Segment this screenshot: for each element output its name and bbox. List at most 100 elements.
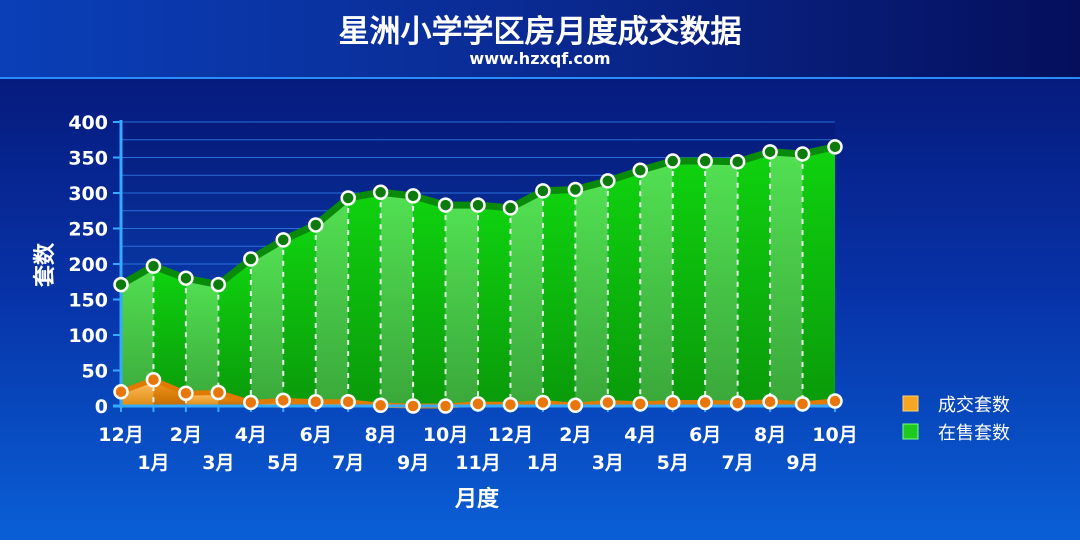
deals-marker	[600, 394, 616, 411]
listings-area-segment	[802, 146, 835, 406]
x-tick-label: 9月	[397, 452, 429, 474]
deals-area-segment	[185, 392, 219, 406]
x-tick-label: 1月	[527, 452, 559, 474]
x-tick-label: 6月	[689, 424, 721, 446]
y-tick-label: 0	[95, 396, 108, 418]
listings-marker	[762, 144, 778, 160]
y-tick-label: 350	[68, 148, 108, 170]
listings-area-segment	[542, 189, 576, 406]
x-tick-label: 2月	[559, 424, 591, 446]
deals-marker	[405, 398, 421, 414]
deals-marker	[827, 393, 843, 409]
listings-marker	[113, 276, 129, 293]
x-tick-label: 7月	[722, 452, 754, 474]
listings-marker	[632, 162, 649, 179]
x-tick-label: 12月	[98, 424, 143, 446]
deals-marker	[210, 384, 227, 401]
deals-marker	[243, 394, 259, 411]
listings-marker	[243, 251, 259, 267]
area-layer	[119, 143, 836, 409]
chart-title: 星洲小学学区房月度成交数据	[339, 14, 742, 50]
listings-area-segment	[770, 151, 803, 406]
x-tick-label: 4月	[624, 424, 656, 446]
y-tick-label: 150	[68, 290, 108, 312]
listings-area-segment	[218, 259, 251, 406]
listings-area-segment	[348, 192, 381, 406]
listings-marker	[372, 184, 389, 201]
listings-marker	[307, 217, 324, 233]
deals-marker	[340, 393, 356, 410]
listings-marker	[827, 139, 843, 155]
listings-marker	[664, 153, 681, 169]
listings-area-segment	[283, 224, 316, 406]
deals-marker	[502, 396, 519, 413]
x-tick-label: 3月	[202, 452, 234, 474]
listings-marker	[275, 232, 292, 248]
deals-marker	[567, 397, 584, 414]
deals-marker	[178, 385, 194, 401]
listings-area-segment	[185, 278, 219, 406]
deals-marker	[729, 395, 746, 411]
listings-marker	[437, 197, 454, 213]
y-tick-label: 50	[82, 361, 108, 383]
deals-marker	[535, 394, 551, 411]
listings-area-segment	[380, 192, 414, 406]
x-tick-label: 1月	[137, 452, 169, 474]
listings-marker	[405, 188, 421, 204]
x-tick-label: 7月	[332, 452, 364, 474]
y-axis-title: 套数	[32, 242, 58, 287]
deals-area-segment	[153, 379, 186, 406]
listings-area-segment	[413, 195, 446, 406]
listings-area-segment	[705, 161, 738, 406]
listings-marker	[794, 146, 811, 162]
x-tick-label: 3月	[592, 452, 624, 474]
listings-marker	[178, 270, 194, 286]
y-tick-label: 400	[68, 112, 108, 134]
label-layer: 05010015020025030035040012月1月2月3月4月5月6月7…	[68, 112, 857, 474]
deals-marker	[113, 384, 129, 400]
legend-swatch-listings	[902, 423, 919, 440]
y-tick-label: 100	[68, 325, 108, 347]
deals-marker	[437, 398, 454, 414]
listings-marker	[502, 200, 519, 216]
deals-marker	[275, 392, 292, 409]
deals-marker	[762, 393, 778, 410]
listings-area-segment	[153, 266, 186, 406]
listings-marker	[697, 153, 713, 169]
x-tick-label: 10月	[423, 424, 468, 446]
listings-area-segment	[607, 170, 641, 406]
listings-marker	[210, 276, 227, 293]
x-tick-label: 5月	[267, 452, 299, 474]
listings-area-segment	[672, 161, 706, 406]
deals-marker	[664, 394, 681, 411]
listings-area-segment	[478, 205, 511, 406]
listings-marker	[567, 181, 584, 198]
x-tick-label: 9月	[786, 452, 818, 474]
legend-swatch-deals	[902, 395, 919, 412]
listings-area-segment	[445, 205, 478, 406]
listings-area-segment	[640, 161, 673, 406]
listings-area-segment	[315, 197, 349, 406]
listings-area-segment	[250, 239, 284, 406]
x-tick-label: 5月	[657, 452, 689, 474]
listings-marker	[340, 190, 356, 206]
legend-label-listings: 在售套数	[938, 423, 1010, 444]
y-tick-label: 200	[68, 254, 108, 276]
listings-marker	[600, 173, 616, 189]
listings-area-segment	[737, 151, 771, 406]
deals-marker	[372, 397, 389, 414]
deals-marker	[307, 393, 324, 410]
y-tick-label: 250	[68, 219, 108, 241]
x-axis-title: 月度	[454, 486, 500, 512]
x-tick-label: 12月	[488, 424, 533, 446]
listings-marker	[470, 197, 486, 213]
listings-area-segment	[510, 190, 543, 406]
deals-marker	[470, 396, 486, 412]
legend-label-deals: 成交套数	[938, 395, 1010, 416]
marker-layer	[113, 139, 843, 414]
deals-marker	[697, 394, 713, 411]
listings-marker	[535, 183, 551, 199]
deals-marker	[145, 371, 162, 388]
listings-marker	[145, 258, 162, 274]
